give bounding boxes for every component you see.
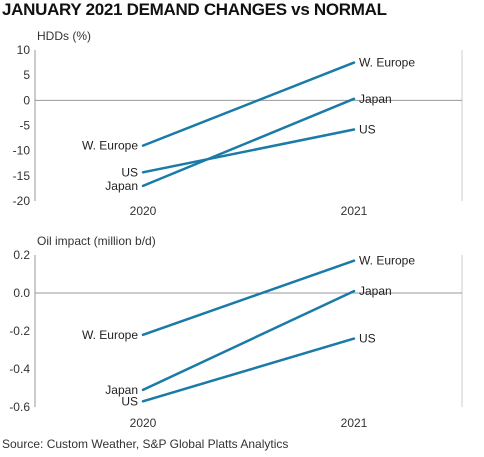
series-line <box>141 289 356 392</box>
x-tick-label: 2020 <box>130 416 157 430</box>
series-label-start: US <box>121 394 138 408</box>
y-tick-label: -5 <box>19 119 30 133</box>
y-tick-label: 10 <box>17 43 31 57</box>
series-label-end: W. Europe <box>359 56 415 70</box>
y-tick-label: -0.2 <box>9 324 30 338</box>
series-line <box>141 97 356 188</box>
x-tick-label: 2021 <box>341 204 368 218</box>
series-label-start: Japan <box>105 179 138 193</box>
y-tick-label: -20 <box>13 194 31 208</box>
series-label-start: W. Europe <box>82 139 138 153</box>
series-label-start: US <box>121 165 138 179</box>
series-line <box>141 61 356 147</box>
series-line <box>141 337 356 403</box>
series-line <box>141 259 356 337</box>
x-tick-label: 2020 <box>130 204 157 218</box>
series-label-end: W. Europe <box>359 254 415 268</box>
series-line <box>141 128 356 174</box>
x-tick-label: 2021 <box>341 416 368 430</box>
y-tick-label: 5 <box>23 68 30 82</box>
y-tick-label: -10 <box>13 144 31 158</box>
y-axis-label: Oil impact (million b/d) <box>37 234 156 248</box>
y-tick-label: 0 <box>23 93 30 107</box>
series-label-end: Japan <box>359 92 392 106</box>
y-tick-label: 0.0 <box>13 286 30 300</box>
series-label-start: W. Europe <box>82 328 138 342</box>
y-tick-label: -0.4 <box>9 362 30 376</box>
y-tick-label: 0.2 <box>13 248 30 262</box>
series-label-end: US <box>359 332 376 346</box>
y-tick-label: -0.6 <box>9 400 30 414</box>
y-axis-label: HDDs (%) <box>37 29 91 43</box>
y-tick-label: -15 <box>13 169 31 183</box>
series-label-end: US <box>359 123 376 137</box>
source-note: Source: Custom Weather, S&P Global Platt… <box>2 437 289 451</box>
series-label-end: Japan <box>359 284 392 298</box>
chart-title: JANUARY 2021 DEMAND CHANGES vs NORMAL <box>2 0 387 19</box>
series-label-start: Japan <box>105 383 138 397</box>
